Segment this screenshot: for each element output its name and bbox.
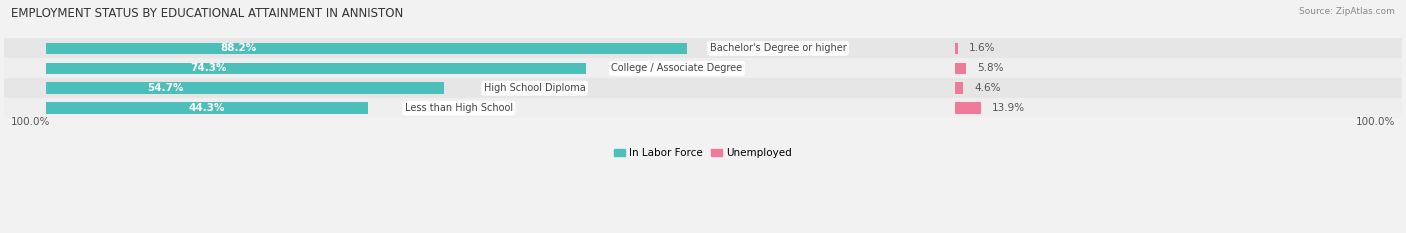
Text: High School Diploma: High School Diploma (484, 83, 585, 93)
Bar (46, 43, 688, 54)
Text: 100.0%: 100.0% (1355, 117, 1395, 127)
Text: Less than High School: Less than High School (405, 103, 513, 113)
Text: 5.8%: 5.8% (977, 63, 1004, 73)
Bar (955, 62, 966, 74)
Bar (46, 102, 368, 114)
Text: 13.9%: 13.9% (993, 103, 1025, 113)
Bar (955, 43, 957, 54)
Bar (955, 82, 963, 94)
Bar (4, 38, 1402, 58)
Bar (4, 98, 1402, 118)
Text: 4.6%: 4.6% (974, 83, 1001, 93)
Bar (4, 78, 1402, 98)
Text: 44.3%: 44.3% (188, 103, 225, 113)
Text: Bachelor's Degree or higher: Bachelor's Degree or higher (710, 43, 846, 53)
Text: College / Associate Degree: College / Associate Degree (612, 63, 742, 73)
Legend: In Labor Force, Unemployed: In Labor Force, Unemployed (610, 144, 796, 162)
Text: 100.0%: 100.0% (11, 117, 51, 127)
Text: 1.6%: 1.6% (969, 43, 995, 53)
Text: 54.7%: 54.7% (148, 83, 184, 93)
Bar (955, 102, 981, 114)
Bar (4, 58, 1402, 78)
Text: 74.3%: 74.3% (190, 63, 226, 73)
Bar (46, 62, 586, 74)
Text: EMPLOYMENT STATUS BY EDUCATIONAL ATTAINMENT IN ANNISTON: EMPLOYMENT STATUS BY EDUCATIONAL ATTAINM… (11, 7, 404, 20)
Bar (46, 82, 444, 94)
Text: Source: ZipAtlas.com: Source: ZipAtlas.com (1299, 7, 1395, 16)
Text: 88.2%: 88.2% (221, 43, 256, 53)
